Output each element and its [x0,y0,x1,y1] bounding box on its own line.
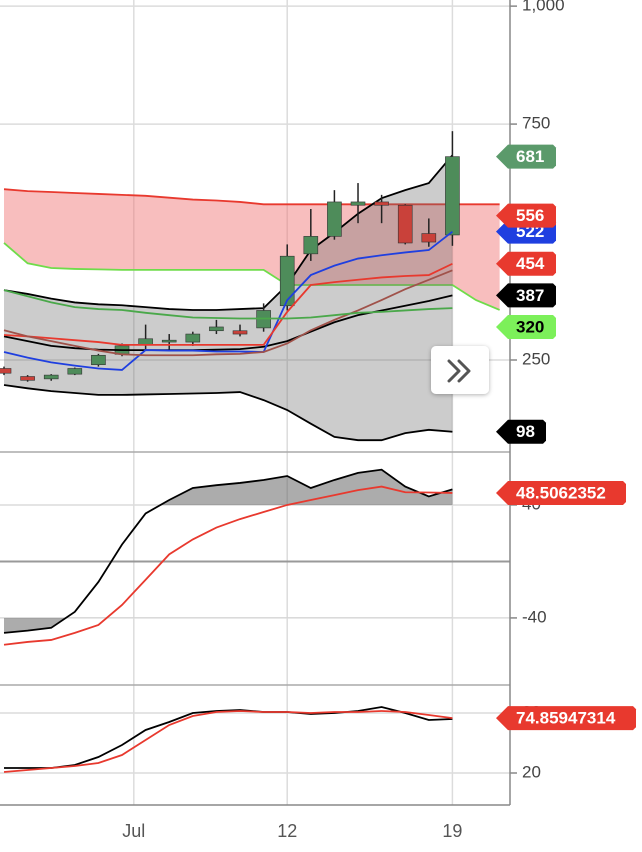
price-tag-label: 454 [516,254,545,273]
candle-body [445,156,460,236]
candle-body [67,368,83,375]
indicator-line [3,485,453,646]
scroll-right-button[interactable] [431,346,489,394]
candle-body [421,233,437,243]
panel-1 [3,468,453,646]
y-tick-label: 750 [522,114,550,133]
extreme-fill [4,617,453,633]
y-tick-label: 20 [522,762,541,781]
panel-0 [0,131,500,442]
button-icon [447,359,471,383]
x-tick-label: 19 [442,821,462,841]
price-tag-label: 387 [516,286,544,305]
candle-body [374,201,389,206]
y-tick-label: 250 [522,349,550,368]
indicator-line [3,262,453,346]
price-tag [496,283,556,308]
price-tag [496,314,556,339]
candle-body [43,374,59,380]
panel-2 [3,706,453,773]
price-tag [496,251,556,276]
candle-body [397,204,413,244]
price-tag-label: 681 [516,147,544,166]
indicator-line [4,706,453,769]
band-upper [3,188,500,206]
y-tick-label: -40 [522,607,547,626]
candle-body [232,330,248,335]
candle-body [185,333,201,343]
x-tick-label: Jul [122,821,145,841]
candle-body [209,326,224,332]
indicator-line [3,269,453,357]
candle-body [303,236,319,255]
price-tag-label: 48.5062352 [516,483,606,502]
candle-body [20,376,35,381]
indicator-line [3,289,453,320]
price-tag-label: 98 [516,422,535,441]
price-tag [496,144,556,169]
candle-body [91,354,106,366]
candle-body [350,201,366,206]
y-tick-label: 1,000 [522,0,565,15]
candle-body [138,338,153,345]
band-upper [3,154,454,311]
candle-body [279,255,295,307]
price-tag [496,419,546,444]
price-tag [496,706,636,731]
extreme-fill [160,469,453,505]
price-tag-label: 74.85947314 [516,709,616,728]
indicator-line [3,230,453,371]
price-tag-label: 556 [516,206,544,225]
indicator-line [3,710,453,773]
candle-body [161,339,177,343]
indicator-line [3,468,453,634]
price-tag-label: 320 [516,317,544,336]
candle-body [0,368,12,374]
price-tag [496,480,626,505]
candle-body [327,201,342,237]
band-lower [3,384,453,442]
x-tick-label: 12 [277,821,297,841]
band-fill [4,189,500,310]
price-tag [496,203,556,228]
